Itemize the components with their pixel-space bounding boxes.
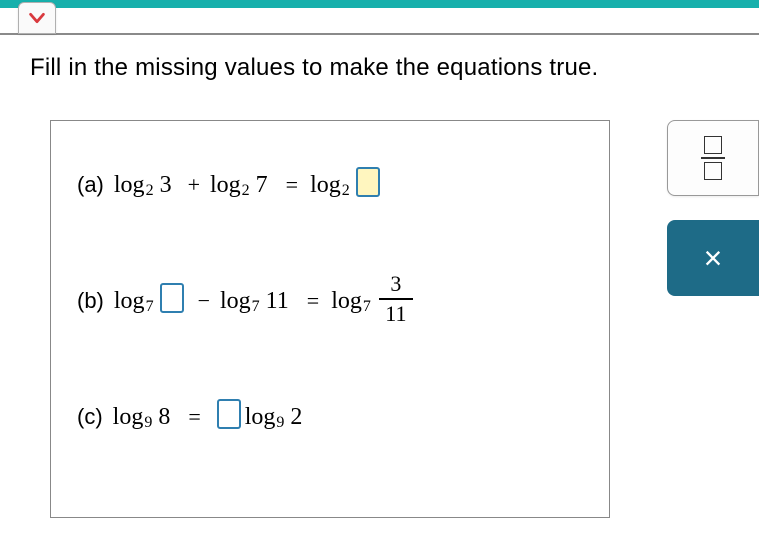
- log-fn: log: [113, 404, 144, 431]
- fraction-3-11: 3 11: [379, 272, 413, 326]
- fraction-tool-icon: [701, 136, 725, 180]
- equations-panel: (a) log 2 3 + log 2 7 = log 2 (b) log 7 …: [50, 120, 610, 518]
- log-arg: 8: [158, 404, 170, 431]
- log-fn: log: [245, 404, 276, 431]
- tool-panel: ×: [667, 120, 759, 296]
- log-base: 2: [146, 182, 154, 200]
- equals-sign: =: [307, 288, 319, 314]
- plus-op: +: [188, 172, 200, 198]
- equation-a: (a) log 2 3 + log 2 7 = log 2: [77, 155, 583, 215]
- chevron-down-icon: [26, 7, 48, 29]
- expand-collapse-button[interactable]: [18, 2, 56, 34]
- equals-sign: =: [286, 172, 298, 198]
- log-base: 9: [144, 414, 152, 432]
- fraction-bar: [379, 298, 413, 300]
- log-arg: 11: [266, 288, 289, 315]
- answer-blank-b[interactable]: [160, 283, 184, 313]
- log-base: 9: [276, 414, 284, 432]
- log-fn: log: [220, 288, 251, 315]
- top-accent-bar: [0, 0, 759, 8]
- log-arg: 7: [256, 172, 268, 199]
- log-fn: log: [331, 288, 362, 315]
- log-base: 7: [252, 298, 260, 316]
- part-label-b: (b): [77, 288, 104, 314]
- log-base: 7: [146, 298, 154, 316]
- fraction-denominator: 11: [385, 302, 406, 326]
- close-icon: ×: [704, 240, 723, 277]
- log-base: 7: [363, 298, 371, 316]
- log-base: 2: [342, 182, 350, 200]
- part-label-a: (a): [77, 172, 104, 198]
- part-label-c: (c): [77, 404, 103, 430]
- log-base: 2: [242, 182, 250, 200]
- answer-blank-a[interactable]: [356, 167, 380, 197]
- reset-button[interactable]: ×: [667, 220, 759, 296]
- fraction-tool-button[interactable]: [667, 120, 759, 196]
- log-fn: log: [210, 172, 241, 199]
- log-fn: log: [114, 288, 145, 315]
- equation-b: (b) log 7 − log 7 11 = log 7 3 11: [77, 271, 583, 331]
- log-arg: 3: [160, 172, 172, 199]
- equals-sign: =: [188, 404, 200, 430]
- log-arg: 2: [290, 404, 302, 431]
- minus-op: −: [198, 288, 210, 314]
- fraction-numerator: 3: [390, 272, 401, 296]
- header-divider: [0, 33, 759, 35]
- equation-c: (c) log 9 8 = log 9 2: [77, 387, 583, 447]
- log-fn: log: [310, 172, 341, 199]
- log-fn: log: [114, 172, 145, 199]
- question-prompt: Fill in the missing values to make the e…: [30, 54, 598, 82]
- answer-blank-c[interactable]: [217, 399, 241, 429]
